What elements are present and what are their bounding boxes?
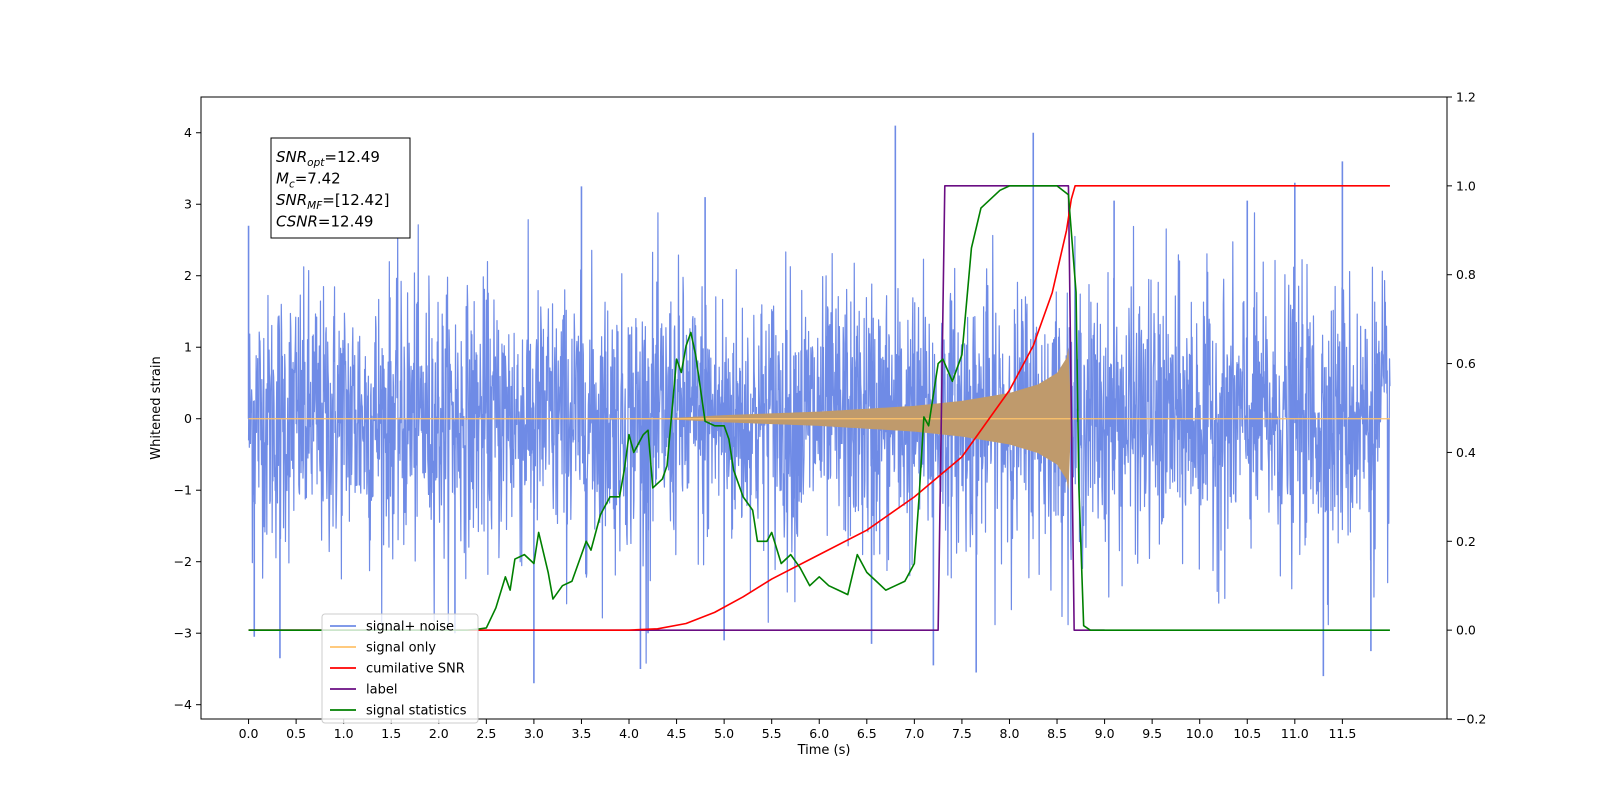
y-tick-label: 2 (184, 268, 192, 283)
y-tick-label: 3 (184, 197, 192, 212)
x-tick-label: 7.5 (952, 726, 972, 741)
series-cumulative-snr (248, 185, 1390, 631)
annotation-line: SNRMF=[12.42] (276, 191, 390, 212)
legend-frame (321, 613, 479, 724)
x-tick-label: 4.5 (667, 726, 687, 741)
y-tick-label: −1 (174, 483, 192, 498)
y-axis-right: −0.2 0.0 0.2 0.4 0.6 0.8 1.0 1.2 (1447, 90, 1486, 727)
y-right-tick-label: 0.4 (1456, 445, 1476, 460)
y-right-tick-label: −0.2 (1456, 712, 1486, 727)
x-tick-label: 1.5 (381, 726, 401, 741)
y-right-tick-label: 1.2 (1456, 90, 1476, 105)
legend-label: cumilative SNR (366, 662, 465, 677)
x-tick-label: 3.0 (524, 726, 544, 741)
legend-label: signal+ noise (366, 620, 454, 635)
y-tick-label: 4 (184, 125, 192, 140)
snr-annotation-box: SNRopt=12.49Mc=7.42SNRMF=[12.42]CSNR=12.… (270, 137, 411, 239)
y-axis-label: Whitened strain (149, 356, 164, 459)
x-tick-label: 9.0 (1095, 726, 1115, 741)
x-axis: 0.0 0.5 1.0 1.5 2.0 2.5 3.0 3.5 4.0 4.5 5.0 5.5 6.0 6… (239, 719, 1356, 741)
x-tick-label: 6.5 (857, 726, 877, 741)
annotation-line: Mc=7.42 (276, 170, 341, 191)
legend-label: signal statistics (366, 704, 467, 719)
x-tick-label: 4.0 (619, 726, 639, 741)
x-tick-label: 2.0 (429, 726, 449, 741)
y-right-tick-label: 1.0 (1456, 178, 1476, 193)
series-label (248, 185, 1105, 631)
x-tick-label: 8.0 (1000, 726, 1020, 741)
y-tick-label: 0 (184, 411, 192, 426)
x-tick-label: 6.0 (809, 726, 829, 741)
x-tick-label: 10.5 (1233, 726, 1261, 741)
x-tick-label: 1.0 (334, 726, 354, 741)
y-tick-label: −2 (174, 554, 192, 569)
x-tick-label: 8.5 (1047, 726, 1067, 741)
y-axis-left: −4 −3 −2 −1 0 1 2 3 4 (174, 125, 201, 712)
annotation-line: SNRopt=12.49 (276, 148, 380, 169)
x-tick-label: 5.5 (762, 726, 782, 741)
annotation-line: CSNR=12.49 (276, 213, 373, 231)
x-axis-label: Time (s) (797, 743, 851, 758)
annotation-frame (270, 137, 411, 239)
y-tick-label: 1 (184, 340, 192, 355)
axes-frame (200, 96, 1448, 720)
legend-label: label (366, 683, 397, 698)
x-tick-label: 3.5 (572, 726, 592, 741)
plot-area (247, 125, 1391, 684)
x-tick-label: 5.0 (714, 726, 734, 741)
y-tick-label: −4 (174, 697, 192, 712)
x-tick-label: 10.0 (1186, 726, 1214, 741)
x-tick-label: 0.5 (286, 726, 306, 741)
legend-label: signal only (366, 641, 436, 656)
x-tick-label: 11.0 (1281, 726, 1309, 741)
y-right-tick-label: 0.0 (1456, 623, 1476, 638)
x-tick-label: 2.5 (476, 726, 496, 741)
y-right-tick-label: 0.6 (1456, 356, 1476, 371)
legend: signal+ noise signal only cumilative SNR la… (321, 613, 479, 724)
y-tick-label: −3 (174, 626, 192, 641)
x-tick-label: 7.0 (904, 726, 924, 741)
series-signal-statistics (248, 185, 1390, 631)
y-right-tick-label: 0.2 (1456, 534, 1476, 549)
y-right-tick-label: 0.8 (1456, 267, 1476, 282)
x-tick-label: 0.0 (239, 726, 259, 741)
x-tick-label: 11.5 (1328, 726, 1356, 741)
x-tick-label: 9.5 (1142, 726, 1162, 741)
